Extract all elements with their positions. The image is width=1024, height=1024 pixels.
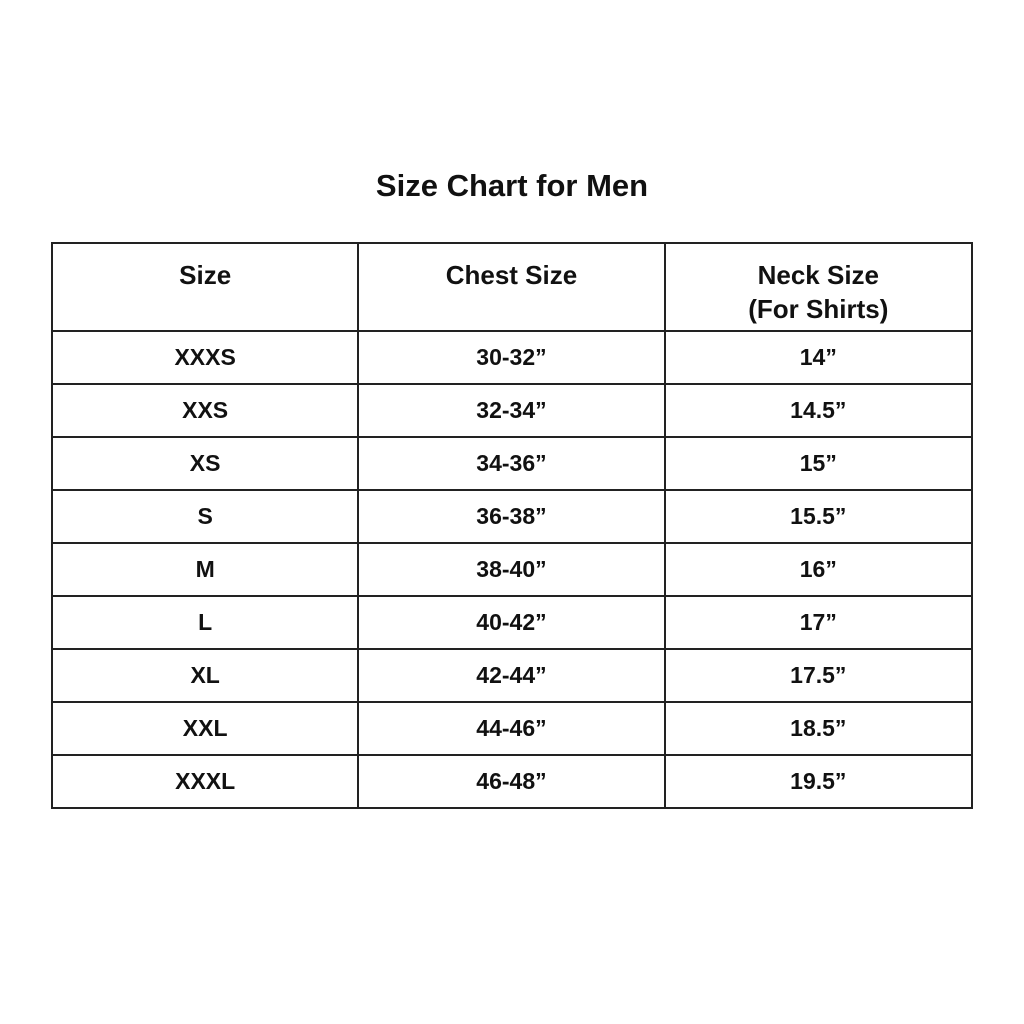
size-cell: XXL [50,701,360,756]
table-row: M 38-40” 16” [50,542,974,597]
size-cell: XL [50,648,360,703]
size-cell: XXS [50,383,360,438]
chest-size-cell: 40-42” [357,595,666,650]
chest-size-cell: 32-34” [357,383,666,438]
table-row: XXL 44-46” 18.5” [50,701,974,756]
table-row: XL 42-44” 17.5” [50,648,974,703]
header-neck-size-label: Neck Size [757,260,880,290]
size-cell: XXXL [50,754,360,809]
table-row: XXXL 46-48” 19.5” [50,754,974,809]
table-row: XXS 32-34” 14.5” [50,383,974,438]
size-cell: XXXS [50,330,360,385]
chest-size-cell: 44-46” [357,701,666,756]
neck-size-cell: 14.5” [663,383,974,438]
neck-size-cell: 17.5” [663,648,974,703]
chest-size-cell: 46-48” [357,754,666,809]
chest-size-cell: 38-40” [357,542,666,597]
page-title: Size Chart for Men [375,168,649,203]
header-chest-size: Chest Size [357,242,666,332]
neck-size-cell: 15” [663,436,974,491]
chest-size-cell: 30-32” [357,330,666,385]
table-row: L 40-42” 17” [50,595,974,650]
header-neck-size-note: (For Shirts) [748,294,889,324]
size-cell: L [50,595,360,650]
chest-size-cell: 42-44” [357,648,666,703]
neck-size-cell: 17” [663,595,974,650]
size-cell: XS [50,436,360,491]
header-neck-size: Neck Size (For Shirts) [663,242,974,332]
size-cell: S [50,489,360,544]
neck-size-cell: 16” [663,542,974,597]
header-size: Size [50,242,360,332]
chest-size-cell: 34-36” [357,436,666,491]
chest-size-cell: 36-38” [357,489,666,544]
size-cell: M [50,542,360,597]
neck-size-cell: 15.5” [663,489,974,544]
table-row: XS 34-36” 15” [50,436,974,491]
neck-size-cell: 19.5” [663,754,974,809]
header-row: Size Chest Size Neck Size (For Shirts) [50,242,974,332]
neck-size-cell: 14” [663,330,974,385]
neck-size-cell: 18.5” [663,701,974,756]
size-chart-table: Size Chest Size Neck Size (For Shirts) XX… [50,242,974,809]
table-row: S 36-38” 15.5” [50,489,974,544]
table-row: XXXS 30-32” 14” [50,330,974,385]
